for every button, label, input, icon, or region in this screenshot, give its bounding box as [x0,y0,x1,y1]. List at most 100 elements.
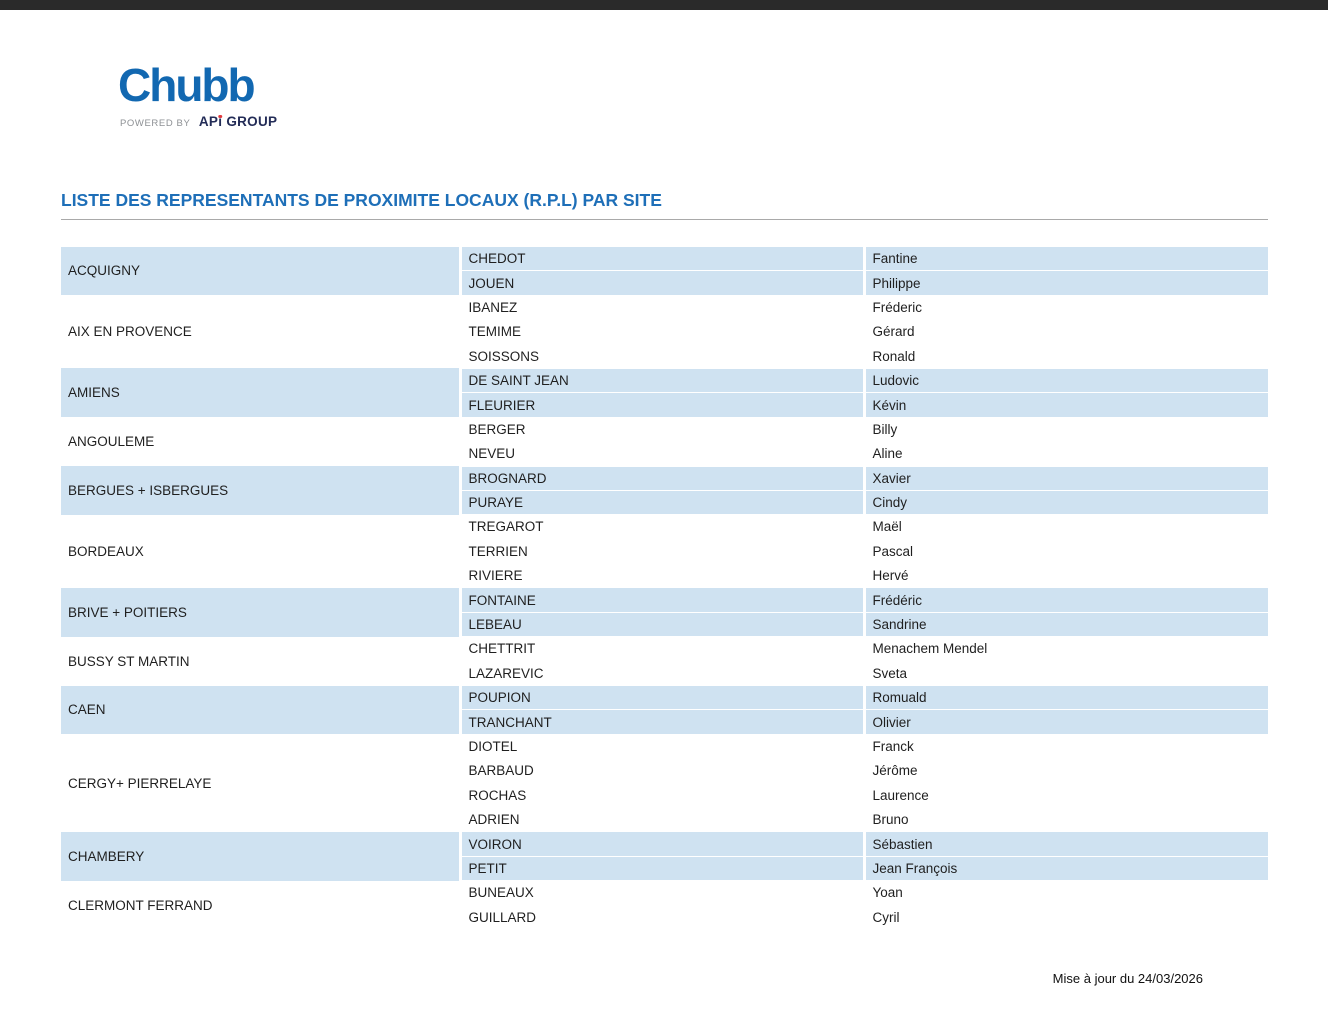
site-name-cell: ANGOULEME [68,434,155,450]
last-name-cell: BARBAUD [458,758,864,784]
last-name-cell: ADRIEN [458,806,864,832]
first-name-cell: Sveta [862,660,1268,686]
site-name-cell: CHAMBERY [61,831,460,881]
last-name-cell: LAZAREVIC [458,660,864,686]
site-name-cell: BRIVE + POITIERS [61,587,460,637]
page-top-border [0,0,1328,10]
first-name-cell: Sandrine [862,611,1268,637]
last-name-cell: TERRIEN [458,538,864,564]
site-name-cell: ACQUIGNY [61,246,460,296]
table-row: LAZAREVIC Sveta [61,660,1268,686]
table-row: BUSSY ST MARTIN CHETTRIT Menachem Mendel [61,636,1268,669]
last-name-cell: ROCHAS [458,782,864,808]
last-name-cell: TRANCHANT [458,709,864,735]
first-name-cell: Laurence [862,782,1268,808]
first-name-cell: Olivier [862,709,1268,735]
first-name-cell: Cyril [862,904,1268,930]
last-name-cell: JOUEN [458,270,864,296]
table-row: ADRIEN Bruno [61,806,1268,832]
first-name-cell: Hervé [862,563,1268,588]
first-name-cell: Franck [862,733,1268,759]
powered-by-line: POWERED BY APı GROUP [120,114,277,130]
site-name-cell: BORDEAUX [68,543,144,559]
table-row: BERGUES + ISBERGUES BROGNARD Xavier [61,465,1268,515]
rpl-table: ACQUIGNY CHEDOT Fantine JOUEN Philippe AIX EN… [61,245,1268,930]
first-name-cell: Ronald [862,343,1268,369]
first-name-cell: Maël [862,514,1268,540]
first-name-cell: Menachem Mendel [862,636,1268,662]
last-name-cell: PURAYE [458,489,864,515]
rpl-table-body: ACQUIGNY CHEDOT Fantine JOUEN Philippe AIX EN… [61,245,1268,930]
last-name-cell: DE SAINT JEAN [458,367,864,393]
last-name-cell: VOIRON [458,831,864,857]
site-name-cell: CERGY+ PIERRELAYE [68,775,212,791]
last-name-cell: NEVEU [458,441,864,467]
last-name-cell: CHEDOT [458,245,864,271]
first-name-cell: Fréderic [862,294,1268,320]
last-name-cell: BUNEAUX [458,880,864,906]
table-row: SOISSONS Ronald [61,343,1268,369]
table-row: BARBAUD Jérôme [61,758,1268,784]
table-row: FLEURIER Kévin [61,392,1268,418]
last-updated-note: Mise à jour du 24/03/2026 [1052,971,1203,986]
last-name-cell: FLEURIER [458,392,864,418]
first-name-cell: Fantine [862,245,1268,271]
table-row: ACQUIGNY CHEDOT Fantine [61,245,1268,296]
first-name-cell: Gérard [862,319,1268,345]
site-name-cell: CAEN [61,685,460,735]
table-row: CERGY+ PIERRELAYE DIOTEL Franck [61,733,1268,791]
first-name-cell: Frédéric [862,587,1268,613]
last-name-cell: BERGER [458,416,864,442]
last-name-cell: BROGNARD [458,465,864,491]
table-row: NEVEU Aline [61,441,1268,467]
table-row: TERRIEN Pascal [61,538,1268,564]
api-i-red-dot: ı [218,114,223,129]
last-name-cell: SOISSONS [458,343,864,369]
table-row: BRIVE + POITIERS FONTAINE Frédéric [61,587,1268,637]
last-name-cell: FONTAINE [458,587,864,613]
powered-by-label: POWERED BY [120,118,191,129]
table-row: ROCHAS Laurence [61,782,1268,808]
chubb-wordmark: Chubb [118,59,256,111]
title-section: LISTE DES REPRESENTANTS DE PROXIMITE LOC… [61,190,1268,220]
table-row: AMIENS DE SAINT JEAN Ludovic [61,367,1268,418]
table-row: JOUEN Philippe [61,270,1268,296]
first-name-cell: Xavier [862,465,1268,491]
last-name-cell: PETIT [458,855,864,881]
last-name-cell: RIVIERE [458,563,864,588]
last-name-cell: GUILLARD [458,904,864,930]
table-row: ANGOULEME BERGER Billy [61,416,1268,449]
table-row: CHAMBERY VOIRON Sébastien [61,831,1268,881]
last-name-cell: TREGAROT [458,514,864,540]
site-name-cell: CLERMONT FERRAND [68,897,213,913]
table-row: CAEN POUPION Romuald [61,685,1268,735]
last-name-cell: DIOTEL [458,733,864,759]
site-name-cell: AMIENS [61,368,460,418]
first-name-cell: Bruno [862,806,1268,832]
first-name-cell: Pascal [862,538,1268,564]
first-name-cell: Romuald [862,685,1268,710]
first-name-cell: Billy [862,416,1268,442]
last-name-cell: CHETTRIT [458,636,864,662]
first-name-cell: Ludovic [862,367,1268,393]
first-name-cell: Kévin [862,392,1268,418]
site-name-cell: BERGUES + ISBERGUES [61,466,460,515]
table-row: PURAYE Cindy [61,489,1268,515]
first-name-cell: Jérôme [862,758,1268,784]
first-name-cell: Jean François [862,855,1268,881]
table-row: BORDEAUX TREGAROT Maël [61,514,1268,559]
table-row: GUILLARD Cyril [61,904,1268,930]
table-row: RIVIERE Hervé [61,563,1268,588]
last-name-cell: IBANEZ [458,294,864,320]
table-row: TRANCHANT Olivier [61,709,1268,735]
table-row: TEMIME Gérard [61,319,1268,345]
last-name-cell: TEMIME [458,319,864,345]
table-row: AIX EN PROVENCE IBANEZ Fréderic [61,294,1268,339]
chubb-logo: Chubb POWERED BY APı GROUP [118,62,277,130]
site-name-cell: AIX EN PROVENCE [68,324,192,340]
first-name-cell: Aline [862,441,1268,467]
first-name-cell: Sébastien [862,831,1268,857]
last-name-cell: LEBEAU [458,611,864,637]
first-name-cell: Philippe [862,270,1268,296]
